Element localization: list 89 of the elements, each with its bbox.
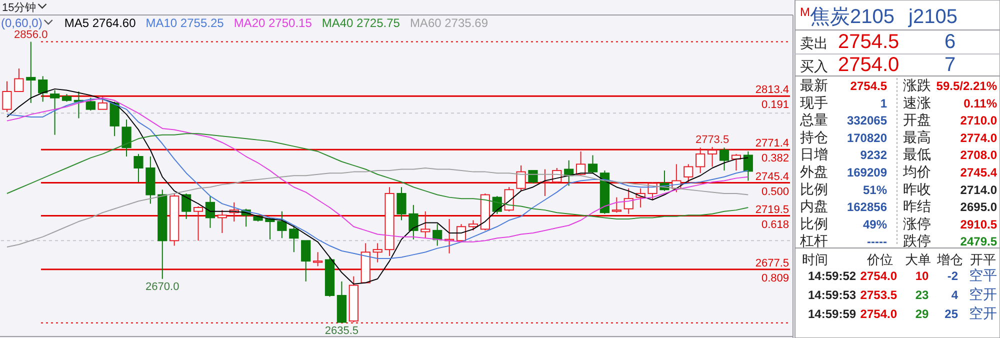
- text: 昨结: [903, 198, 931, 214]
- text: 速涨: [903, 94, 931, 110]
- text: 买入: [800, 58, 828, 74]
- text: 14:59:53: [808, 288, 856, 302]
- text: 最新: [800, 77, 828, 93]
- text: 涨停: [903, 215, 931, 232]
- annotation: 0.191: [761, 99, 789, 112]
- text: 时间: [802, 252, 828, 267]
- text: 2754.0: [860, 269, 898, 283]
- text: 2754.0: [860, 307, 898, 321]
- text: 现手: [800, 94, 828, 110]
- text: 29: [915, 307, 929, 321]
- text: MA20 2750.15: [234, 16, 312, 30]
- text: 增仓: [936, 252, 963, 267]
- text: 日增: [800, 146, 828, 162]
- text: 49%: [862, 217, 888, 232]
- text: 2754.5: [838, 31, 900, 53]
- text: 2754.0: [838, 54, 900, 76]
- text: 空开: [969, 286, 997, 302]
- ref-line-label: 2745.4: [755, 170, 789, 183]
- text: 2774.0: [960, 130, 998, 145]
- text: 均价: [902, 164, 931, 180]
- annotation: 0.618: [761, 218, 789, 231]
- text: 空开: [969, 305, 997, 321]
- text: 2745.4: [960, 166, 998, 180]
- text: 涨跌: [903, 77, 931, 93]
- text: 51%: [862, 182, 888, 197]
- text: 2753.5: [860, 288, 898, 302]
- text: 1: [880, 96, 888, 110]
- text: 2710.0: [960, 114, 998, 128]
- ref-line-label: 2719.5: [755, 204, 789, 216]
- text: 0.11%: [964, 96, 998, 110]
- text: 169209: [846, 166, 888, 180]
- text: 价位: [866, 252, 893, 267]
- text: 内盘: [800, 198, 828, 214]
- text: 比例: [800, 180, 828, 197]
- text: $^{M}$焦炭2105: [800, 5, 894, 28]
- text: 2479.5: [960, 234, 998, 249]
- text: -----: [867, 234, 887, 249]
- text: 空平: [969, 267, 997, 283]
- chart-subtitle: (0,60,0): [1, 16, 42, 30]
- ref-line-label: 2677.5: [755, 257, 789, 270]
- text: 7: [944, 54, 956, 76]
- ref-line-label: 2771.4: [755, 138, 789, 150]
- text: 9232: [860, 148, 888, 162]
- annotation: 2773.5: [695, 134, 730, 146]
- text: 外盘: [800, 164, 828, 180]
- annotation: 0.382: [761, 152, 789, 165]
- text: MA10 2755.25: [146, 16, 224, 30]
- text: 昨收: [903, 180, 931, 197]
- annotation: 2856.0: [14, 28, 48, 41]
- text: 14:59:59: [808, 307, 856, 321]
- text: 170820: [846, 130, 888, 145]
- text: 持仓: [800, 128, 828, 145]
- text: 大单: [905, 252, 931, 267]
- text: 25: [944, 307, 958, 321]
- text: 2910.5: [960, 217, 998, 232]
- text: 跌停: [903, 232, 931, 249]
- chart-title: 15分钟: [2, 2, 36, 14]
- text: 2754.5: [850, 79, 888, 93]
- text: 比例: [800, 215, 828, 232]
- text: 最高: [903, 128, 931, 145]
- text: 6: [944, 31, 956, 53]
- text: MA40 2725.75: [322, 16, 400, 30]
- text: 2714.0: [960, 182, 998, 197]
- text: 4: [951, 288, 958, 302]
- text: j2105: [908, 6, 958, 28]
- annotation: 0.809: [761, 272, 789, 284]
- text: 59.5/2.21%: [936, 79, 998, 93]
- annotation: 2670.0: [146, 280, 180, 293]
- text: 2708.0: [960, 148, 998, 162]
- text: 开盘: [903, 112, 931, 128]
- text: MA5 2764.60: [64, 16, 136, 30]
- annotation: 2635.5: [324, 324, 359, 337]
- text: 162856: [846, 200, 888, 214]
- text: 卖出: [800, 35, 828, 51]
- ref-line-label: 2813.4: [755, 84, 789, 96]
- text: MA60 2735.69: [410, 16, 488, 30]
- text: 2695.0: [960, 200, 998, 214]
- text: 杠杆: [799, 232, 828, 249]
- text: 332065: [846, 114, 888, 128]
- text: 23: [915, 288, 929, 302]
- text: 14:59:52: [808, 269, 856, 283]
- text: 10: [915, 269, 929, 283]
- text: 最低: [903, 146, 931, 162]
- text: 开平: [970, 252, 996, 267]
- text: -2: [947, 269, 958, 283]
- text: 总量: [799, 112, 828, 128]
- annotation: 0.500: [761, 186, 789, 198]
